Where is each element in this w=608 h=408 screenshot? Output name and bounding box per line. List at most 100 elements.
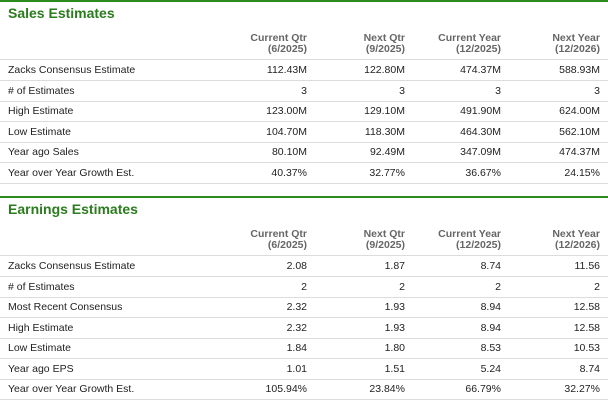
cell-value: 3 [301,84,307,97]
section-title: Sales Estimates [8,5,115,21]
cell-value: 122.80M [364,64,405,76]
cell-value: 8.94 [480,301,501,313]
row-label: Low Estimate [8,125,72,138]
row-divider [0,59,608,60]
cell-value: 2 [399,280,405,293]
column-header: Next Qtr [363,228,405,240]
cell-value: 112.43M [266,64,307,76]
cell-value: 1.84 [286,342,307,354]
cell-value: 3 [594,84,600,97]
row-divider [0,182,608,184]
cell-value: 36.67% [465,166,501,179]
column-header: Current Year [438,32,501,44]
row-label: High Estimate [8,321,74,334]
cell-value: 1.80 [384,342,405,354]
cell-value: 92.49M [369,146,405,158]
column-header: (6/2025) [267,239,307,251]
cell-value: 588.93M [559,64,600,76]
cell-value: 8.74 [579,362,600,375]
cell-value: 1.93 [384,321,405,334]
column-header: Current Qtr [250,228,307,240]
column-header: (12/2026) [555,43,600,55]
row-divider [0,162,608,163]
cell-value: 104.70M [266,125,307,138]
column-header: (12/2025) [456,239,501,251]
row-label: # of Estimates [8,280,75,293]
row-label: Most Recent Consensus [8,301,123,313]
cell-value: 464.30M [460,125,501,138]
cell-value: 118.30M [364,125,405,138]
cell-value: 474.37M [559,146,600,158]
cell-value: 80.10M [271,146,307,158]
cell-value: 2.08 [286,260,307,272]
column-header: (9/2025) [365,239,405,251]
cell-value: 474.37M [460,64,501,76]
column-header: (9/2025) [365,43,405,55]
cell-value: 123.00M [266,105,307,117]
cell-value: 8.53 [480,342,501,354]
cell-value: 105.94% [265,383,307,395]
row-label: # of Estimates [8,84,75,97]
row-label: Year over Year Growth Est. [8,166,135,179]
row-divider [0,276,608,277]
column-header: Current Qtr [250,32,307,44]
cell-value: 1.51 [384,362,405,375]
cell-value: 8.74 [480,260,501,272]
cell-value: 1.93 [384,301,405,313]
column-header: (12/2025) [456,43,501,55]
row-divider [0,141,608,143]
row-divider [0,296,608,298]
section: Sales Estimates Current Qtr (6/2025) Next Q… [0,0,608,185]
cell-value: 24.15% [564,166,600,179]
column-header: Next Year [552,32,600,44]
row-divider [0,100,608,102]
cell-value: 12.58 [573,321,600,334]
cell-value: 66.79% [465,383,501,395]
row-label: Year over Year Growth Est. [8,383,135,395]
row-divider [0,317,608,318]
row-divider [0,378,608,380]
cell-value: 562.10M [559,125,600,138]
cell-value: 12.58 [573,301,600,313]
row-label: Year ago EPS [8,362,74,375]
cell-value: 10.53 [573,342,600,354]
row-divider [0,255,608,256]
cell-value: 2 [495,280,501,293]
cell-value: 8.94 [480,321,501,334]
section-title: Earnings Estimates [8,201,138,217]
row-divider [0,80,608,81]
row-label: Zacks Consensus Estimate [8,64,136,76]
row-divider [0,358,608,359]
row-divider [0,121,608,122]
cell-value: 40.37% [271,166,307,179]
cell-value: 5.24 [480,362,501,375]
cell-value: 3 [399,84,405,97]
cell-value: 3 [495,84,501,97]
cell-value: 2 [301,280,307,293]
cell-value: 32.77% [369,166,405,179]
row-label: High Estimate [8,105,74,117]
cell-value: 2.32 [286,301,307,313]
column-header: Current Year [438,228,501,240]
row-divider [0,337,608,339]
cell-value: 2.32 [286,321,307,334]
row-label: Year ago Sales [8,146,79,158]
cell-value: 32.27% [564,383,600,395]
section: Earnings Estimates Current Qtr (6/2025) Nex… [0,196,608,402]
cell-value: 1.01 [286,362,307,375]
cell-value: 1.87 [384,260,405,272]
column-header: Next Qtr [363,32,405,44]
cell-value: 347.09M [460,146,501,158]
column-header: Next Year [552,228,600,240]
column-header: (6/2025) [267,43,307,55]
row-label: Zacks Consensus Estimate [8,260,136,272]
row-divider [0,399,608,400]
cell-value: 23.84% [369,383,405,395]
cell-value: 2 [594,280,600,293]
column-header: (12/2026) [555,239,600,251]
cell-value: 491.90M [460,105,501,117]
cell-value: 129.10M [364,105,405,117]
cell-value: 624.00M [559,105,600,117]
row-label: Low Estimate [8,342,72,354]
